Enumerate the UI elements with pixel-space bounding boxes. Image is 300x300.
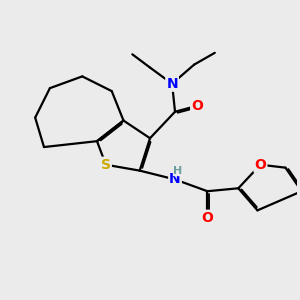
Text: S: S: [101, 158, 111, 172]
Text: N: N: [166, 77, 178, 91]
Text: O: O: [191, 99, 203, 113]
Text: O: O: [202, 211, 213, 225]
Text: N: N: [169, 172, 181, 186]
Text: O: O: [254, 158, 266, 172]
Text: H: H: [173, 166, 183, 176]
